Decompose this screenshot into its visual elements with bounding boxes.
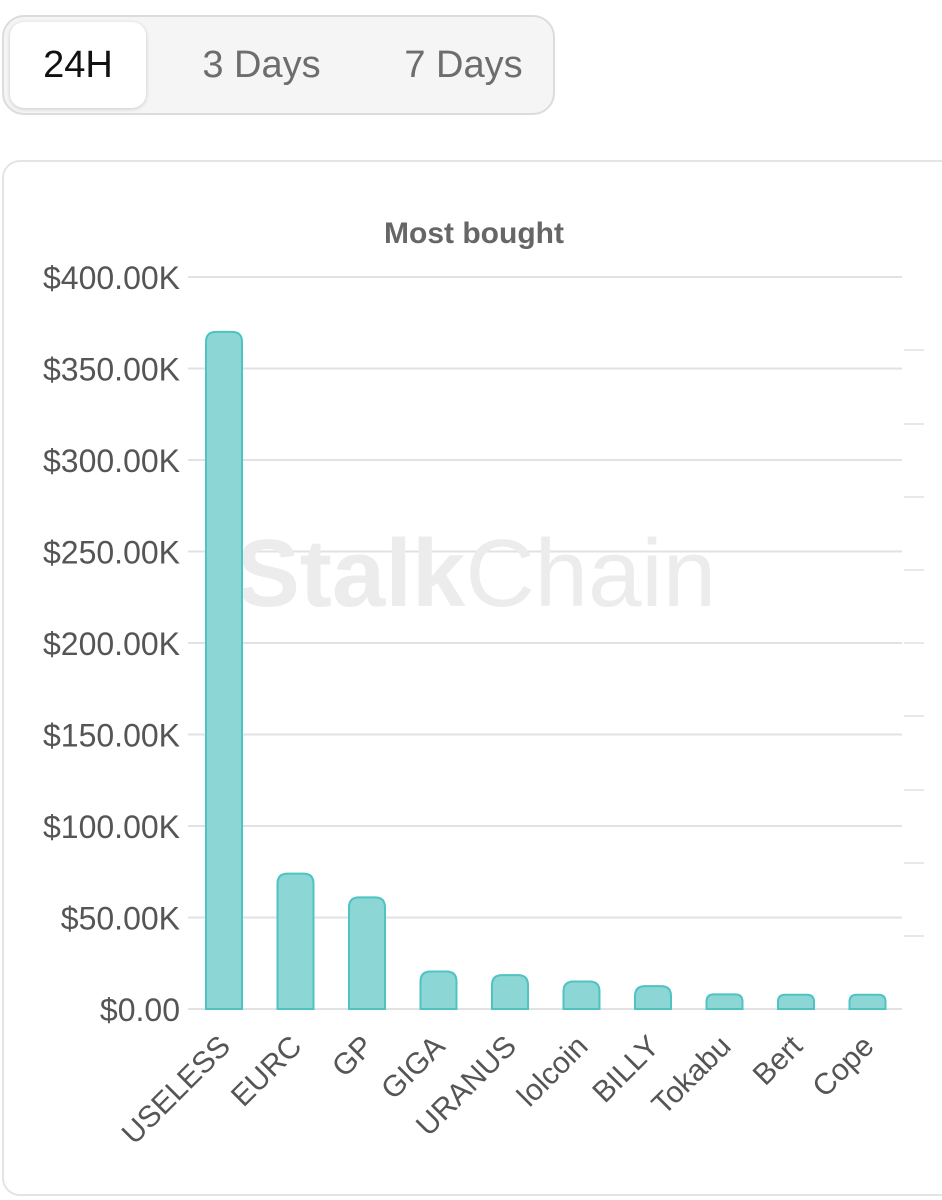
bar-lolcoin[interactable] <box>562 980 601 1010</box>
bar-uranus[interactable] <box>491 974 529 1010</box>
bar-bert[interactable] <box>777 993 815 1010</box>
y-tick-label: $100.00K <box>43 809 180 845</box>
tab-24h[interactable]: 24H <box>10 22 146 108</box>
y-tick-label: $300.00K <box>43 443 180 479</box>
x-tick-label: Bert <box>747 1029 810 1092</box>
x-tick-label: EURC <box>225 1030 308 1113</box>
chart-title: Most bought <box>384 217 564 250</box>
y-tick-label: $250.00K <box>43 535 180 571</box>
bar-cope[interactable] <box>848 993 887 1010</box>
x-tick-label: Cope <box>806 1030 880 1104</box>
y-tick-label: $150.00K <box>43 718 180 754</box>
watermark: StalkChain <box>236 520 716 627</box>
bar-billy[interactable] <box>634 985 672 1010</box>
watermark-bold: Stalk <box>236 520 466 627</box>
y-axis-labels: $0.00 $50.00K $100.00K $150.00K $200.00K $250… <box>43 260 180 1028</box>
y-tick-label: $200.00K <box>43 626 180 662</box>
bars <box>205 330 887 1010</box>
bar-gp[interactable] <box>348 896 386 1010</box>
bar-giga[interactable] <box>419 970 458 1010</box>
y-tick-label: $0.00 <box>100 992 180 1028</box>
bar-tokabu[interactable] <box>705 993 744 1010</box>
x-tick-label: GP <box>326 1030 380 1084</box>
x-tick-label: lolcoin <box>511 1030 594 1113</box>
chart-card <box>2 160 942 1196</box>
bar-useless[interactable] <box>205 330 243 1010</box>
bar-eurc[interactable] <box>276 872 315 1010</box>
y-tick-label: $350.00K <box>43 352 180 388</box>
x-tick-label: USELESS <box>116 1030 237 1151</box>
tab-7-days[interactable]: 7 Days <box>404 44 523 86</box>
watermark-light: Chain <box>465 520 716 627</box>
x-tick-label: Tokabu <box>646 1030 738 1122</box>
y-tick-label: $50.00K <box>61 901 180 937</box>
y-tick-label: $400.00K <box>43 260 180 296</box>
tab-3-days[interactable]: 3 Days <box>202 44 321 86</box>
time-range-tabs: 24H 3 Days 7 Days <box>2 15 555 115</box>
